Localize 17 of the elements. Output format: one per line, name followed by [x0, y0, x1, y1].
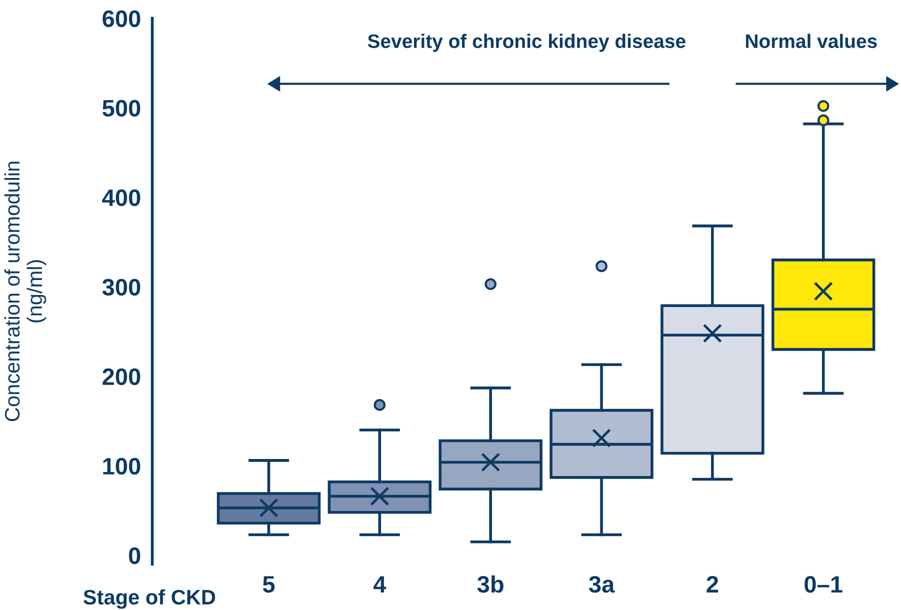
- annotation: Severity of chronic kidney disease: [368, 34, 686, 52]
- annotation: Normal values: [746, 34, 877, 48]
- y-tick-label: 200: [102, 368, 140, 386]
- x-tick-label: 5: [262, 576, 275, 593]
- x-tick-label: 3a: [588, 576, 615, 593]
- x-tick-label: 0–1: [804, 576, 842, 593]
- x-tick-label: 4: [373, 576, 386, 592]
- y-tick-label: 500: [102, 100, 140, 117]
- y-tick-label: 0: [128, 547, 140, 564]
- y-tick-label: 100: [103, 458, 140, 475]
- x-tick-label: 3b: [477, 575, 504, 593]
- x-tick-label: 2: [706, 576, 718, 592]
- y-axis-title: Concentration of uromodulin (ng/ml): [4, 162, 46, 422]
- y-tick-label: 300: [102, 278, 140, 296]
- x-axis-title: Stage of CKD: [83, 589, 216, 609]
- y-tick-label: 400: [102, 189, 140, 206]
- y-tick-label: 600: [102, 10, 140, 28]
